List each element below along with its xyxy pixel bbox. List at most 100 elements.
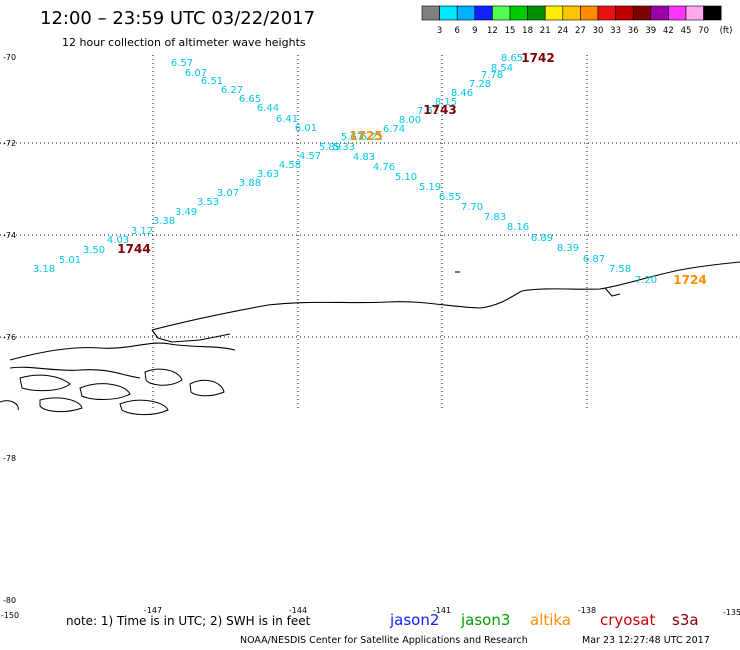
wave-height-value: 4.03 [107, 235, 129, 246]
latitude-label: -74 [3, 231, 16, 240]
legend-label: 24 [557, 26, 568, 36]
wave-height-value: 3.18 [33, 264, 55, 275]
legend-label: 21 [540, 26, 551, 36]
legend-label: 39 [645, 26, 656, 36]
legend-swatch [439, 5, 458, 21]
legend-swatch [668, 5, 687, 21]
legend-swatch [544, 5, 564, 21]
longitude-label: -135 [723, 608, 740, 617]
wave-height-value: 5.19 [419, 182, 441, 193]
wave-height-value: 7.62 [417, 106, 439, 117]
map-title: 12:00 – 23:59 UTC 03/22/2017 [40, 8, 315, 29]
legend-swatch [562, 5, 581, 21]
wave-height-value: 6.21 [361, 132, 383, 143]
legend-label: 33 [610, 26, 621, 36]
legend-unit: (ft) [720, 26, 733, 36]
satellite-key-cryosat: cryosat [600, 611, 655, 629]
legend-label: 6 [454, 26, 459, 36]
legend-label: 42 [663, 26, 674, 36]
wave-height-value: 5.33 [333, 142, 355, 153]
legend-swatch [492, 5, 511, 21]
wave-height-value: 6.44 [257, 103, 279, 114]
wave-height-value: 8.65 [501, 53, 523, 64]
pass-time-label: 1724 [673, 273, 706, 287]
wave-height-value: 5.67 [341, 132, 363, 143]
wave-height-value: 4.83 [353, 152, 375, 163]
wave-height-value: 6.41 [276, 114, 298, 125]
wave-height-value: 7.70 [461, 202, 483, 213]
legend-label: 36 [628, 26, 639, 36]
wave-height-value: 3.38 [153, 216, 175, 227]
coastal-islands [0, 368, 225, 416]
legend-swatch [456, 5, 476, 21]
legend-label: 12 [487, 26, 498, 36]
footer-note: note: 1) Time is in UTC; 2) SWH is in fe… [66, 614, 311, 628]
satellite-key-s3a: s3a [672, 611, 699, 629]
wave-height-value: 6.01 [295, 123, 317, 134]
wave-height-value: 4.57 [299, 151, 321, 162]
wave-height-value: 8.54 [491, 63, 513, 74]
wave-height-value: 7.78 [481, 70, 503, 81]
legend-swatch [474, 5, 493, 21]
wave-height-value: 6.57 [171, 58, 193, 69]
satellite-key-jason2: jason2 [389, 611, 439, 629]
map-subtitle: 12 hour collection of altimeter wave hei… [62, 36, 306, 49]
satellite-key: jason2 jason3 altika cryosat s3a [389, 611, 699, 629]
pass-time-label: 1743 [423, 103, 456, 117]
pass-time-label: 1742 [521, 51, 554, 65]
longitude-label: -147 [144, 606, 162, 615]
wave-height-value: 7.83 [484, 212, 506, 223]
legend-swatch [650, 5, 669, 21]
latitude-labels: -70 -72 -74 -76 -78 -80 [3, 53, 16, 605]
altimeter-tracks: 8.658.547.787.288.468.157.628.006.746.21… [33, 51, 707, 287]
wave-height-value: 3.50 [83, 245, 105, 256]
legend-label: 3 [437, 26, 442, 36]
longitude-label: -141 [433, 606, 451, 615]
longitude-label: -150 [1, 611, 19, 620]
latitude-label: -72 [3, 139, 16, 148]
wave-height-value: 8.15 [435, 97, 457, 108]
wave-height-value: 6.65 [239, 94, 261, 105]
wave-height-value: 3.63 [257, 169, 279, 180]
coastline [9, 261, 740, 379]
wave-height-value: 7.58 [609, 264, 631, 275]
wave-height-value: 6.07 [185, 68, 207, 79]
wave-height-value: 6.89 [531, 233, 553, 244]
wave-height-value: 6.51 [201, 76, 223, 87]
pass-time-label: 1725 [349, 129, 382, 143]
graticule [0, 55, 740, 410]
legend-label: 27 [575, 26, 586, 36]
legend-label: 30 [593, 26, 604, 36]
wave-height-value: 5.01 [59, 255, 81, 266]
legend-swatch [421, 5, 440, 21]
legend-swatch [580, 5, 599, 21]
wave-height-value: 8.46 [451, 88, 473, 99]
pass-time-label: 1744 [117, 242, 150, 256]
legend-label: 70 [698, 26, 709, 36]
legend-swatch [703, 5, 722, 21]
wave-height-value: 3.53 [197, 197, 219, 208]
legend-label: 9 [472, 26, 477, 36]
longitude-labels: -150 -147 -144 -141 -138 -135 [1, 606, 740, 620]
color-legend: 3 6 9 12 15 18 21 24 27 30 33 36 39 42 45 70 (ft) [421, 5, 733, 36]
latitude-label: -76 [3, 333, 16, 342]
wave-height-value: 6.87 [583, 254, 605, 265]
wave-height-value: 6.27 [221, 85, 243, 96]
wave-height-value: 7.28 [469, 79, 491, 90]
legend-swatch [615, 5, 634, 21]
footer-timestamp: Mar 23 12:27:48 UTC 2017 [582, 635, 710, 646]
legend-swatch [632, 5, 652, 21]
wave-height-value: 8.00 [399, 115, 421, 126]
longitude-label: -138 [578, 606, 596, 615]
legend-swatch [527, 5, 546, 21]
wave-height-value: 8.39 [557, 243, 579, 254]
latitude-label: -70 [3, 53, 16, 62]
wave-height-value: 6.74 [383, 124, 405, 135]
latitude-label: -80 [3, 596, 16, 605]
legend-swatch [597, 5, 616, 21]
satellite-key-altika: altika [530, 611, 571, 629]
wave-height-value: 4.58 [279, 160, 301, 171]
legend-label: 15 [505, 26, 516, 36]
wave-height-value: 4.76 [373, 162, 395, 173]
